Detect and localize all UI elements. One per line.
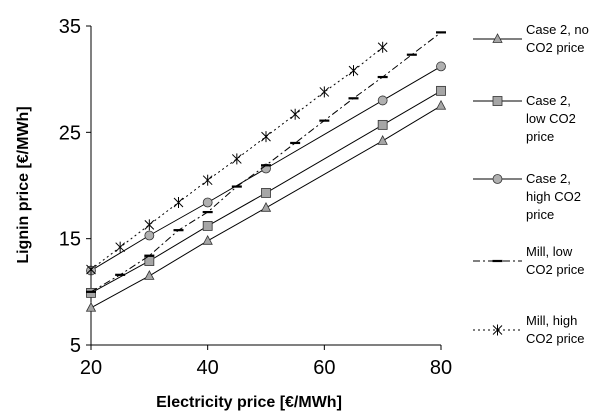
- x-tick-label: 40: [197, 357, 219, 379]
- series-line: [90, 32, 442, 293]
- legend-label: CO2 price: [526, 40, 585, 55]
- marker-star: [86, 264, 96, 276]
- legend-item-1: Case 2, no CO2 price: [473, 22, 589, 55]
- x-tick-label: 60: [313, 357, 335, 379]
- marker-star: [115, 241, 126, 253]
- legend-item-5: Mill, high CO2 price: [473, 313, 585, 346]
- marker-circle: [202, 197, 213, 208]
- legend-label: CO2 price: [526, 331, 585, 346]
- marker-triangle: [435, 99, 447, 110]
- marker-square: [436, 85, 446, 96]
- marker-square: [261, 188, 271, 198]
- marker-triangle: [144, 270, 155, 280]
- legend-label: Mill, high: [526, 313, 577, 328]
- legend-label: Case 2,: [526, 93, 571, 108]
- marker-triangle: [202, 234, 213, 245]
- marker-square: [377, 119, 388, 130]
- legend-label: low CO2: [526, 111, 576, 126]
- plot-area: 5 15 25 35 20 40 60 80: [59, 16, 452, 379]
- marker-star: [377, 41, 388, 53]
- y-tick-label: 35: [59, 16, 81, 38]
- marker-square: [202, 221, 213, 231]
- marker-triangle: [492, 33, 503, 43]
- marker-star: [173, 197, 184, 209]
- series-1: [85, 99, 447, 312]
- x-axis-title: Electricity price [€/MWh]: [156, 394, 342, 411]
- marker-circle: [436, 61, 446, 72]
- series-line: [90, 90, 442, 294]
- y-tick-label: 15: [59, 229, 81, 251]
- legend-label: CO2 price: [526, 262, 585, 277]
- y-axis-title: Lignin price [€/MWh]: [15, 106, 32, 263]
- marker-triangle: [377, 134, 388, 145]
- series-line: [90, 46, 384, 270]
- marker-star: [261, 131, 271, 143]
- marker-star: [319, 86, 330, 98]
- series-2: [86, 85, 446, 298]
- marker-circle: [377, 95, 388, 106]
- x-tick-label: 80: [430, 357, 452, 379]
- legend-label: price: [526, 207, 554, 222]
- legend-label: price: [526, 129, 554, 144]
- marker-star: [231, 153, 242, 165]
- marker-circle: [144, 230, 155, 241]
- marker-triangle: [260, 201, 272, 212]
- legend-item-2: Case 2, low CO2 price: [473, 93, 576, 144]
- marker-triangle: [85, 301, 97, 312]
- marker-circle: [492, 174, 503, 184]
- legend-label: Case 2, no: [526, 22, 589, 37]
- legend-item-4: Mill, low CO2 price: [473, 244, 585, 277]
- marker-star: [492, 324, 503, 336]
- marker-square: [492, 96, 503, 106]
- series-4: [86, 31, 446, 293]
- series-line: [90, 105, 442, 309]
- marker-star: [202, 174, 213, 186]
- x-tick-label: 20: [80, 357, 102, 379]
- marker-star: [348, 65, 359, 77]
- marker-star: [144, 219, 155, 231]
- y-tick-label: 5: [70, 335, 81, 357]
- legend-label: high CO2: [526, 189, 581, 204]
- series-3: [86, 61, 446, 276]
- y-tick-label: 25: [59, 122, 81, 144]
- legend-label: Mill, low: [526, 244, 573, 259]
- marker-star: [290, 108, 301, 120]
- legend-item-3: Case 2, high CO2 price: [473, 171, 581, 222]
- legend-label: Case 2,: [526, 171, 571, 186]
- series-5: [86, 41, 388, 276]
